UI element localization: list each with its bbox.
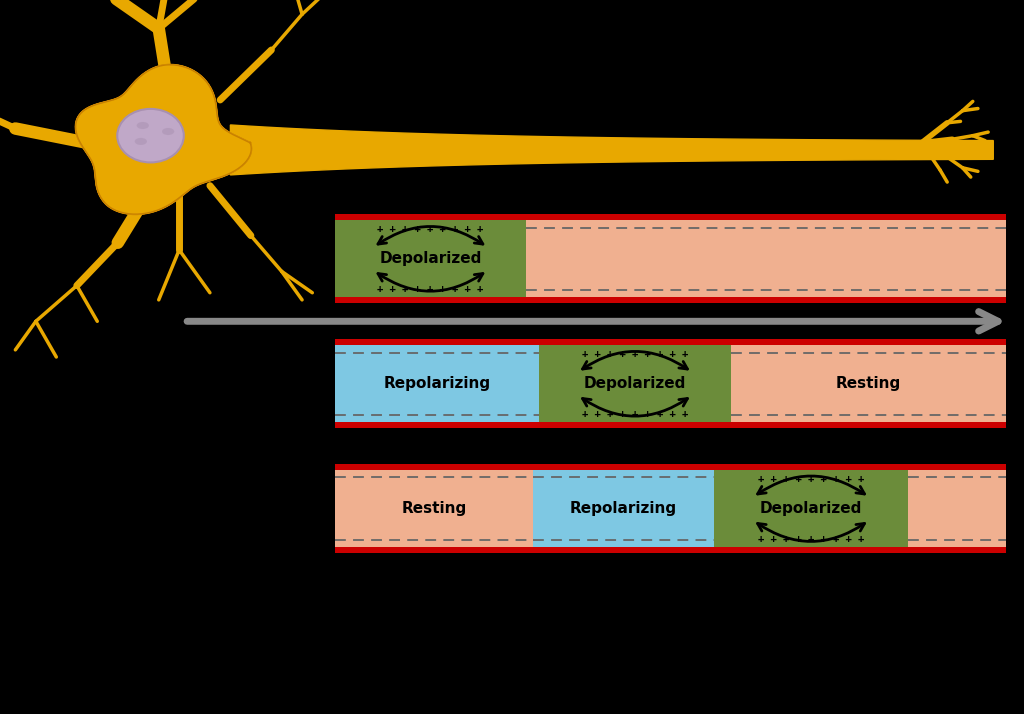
Text: + + + + + + + + +: + + + + + + + + + <box>758 474 864 484</box>
Bar <box>540 346 730 422</box>
Polygon shape <box>76 65 251 214</box>
Polygon shape <box>76 65 251 214</box>
Ellipse shape <box>135 138 147 145</box>
Text: + + + + + + + + +: + + + + + + + + + <box>758 533 864 543</box>
Text: Resting: Resting <box>836 376 901 391</box>
Text: Depolarized: Depolarized <box>379 251 481 266</box>
Text: Depolarized: Depolarized <box>584 376 686 391</box>
Bar <box>335 339 1006 428</box>
Text: + + + + + + + + +: + + + + + + + + + <box>377 283 483 293</box>
Text: + + + + + + + + +: + + + + + + + + + <box>582 408 688 418</box>
Text: Repolarizing: Repolarizing <box>384 376 490 391</box>
Bar <box>526 221 1006 297</box>
Ellipse shape <box>162 128 174 135</box>
Ellipse shape <box>136 122 148 129</box>
Bar <box>714 471 908 547</box>
Bar <box>532 471 714 547</box>
Text: + + + + + + + + +: + + + + + + + + + <box>377 224 483 234</box>
Text: Resting: Resting <box>401 501 466 516</box>
Text: Depolarized: Depolarized <box>760 501 862 516</box>
Bar <box>730 346 1006 422</box>
Bar <box>335 471 532 547</box>
Text: Repolarizing: Repolarizing <box>569 501 677 516</box>
Text: + + + + + + + + +: + + + + + + + + + <box>582 349 688 359</box>
Ellipse shape <box>117 109 184 162</box>
Bar <box>908 471 1006 547</box>
Bar <box>335 214 1006 303</box>
Bar <box>335 221 526 297</box>
Bar <box>335 464 1006 553</box>
Polygon shape <box>230 125 993 175</box>
Bar <box>335 346 540 422</box>
